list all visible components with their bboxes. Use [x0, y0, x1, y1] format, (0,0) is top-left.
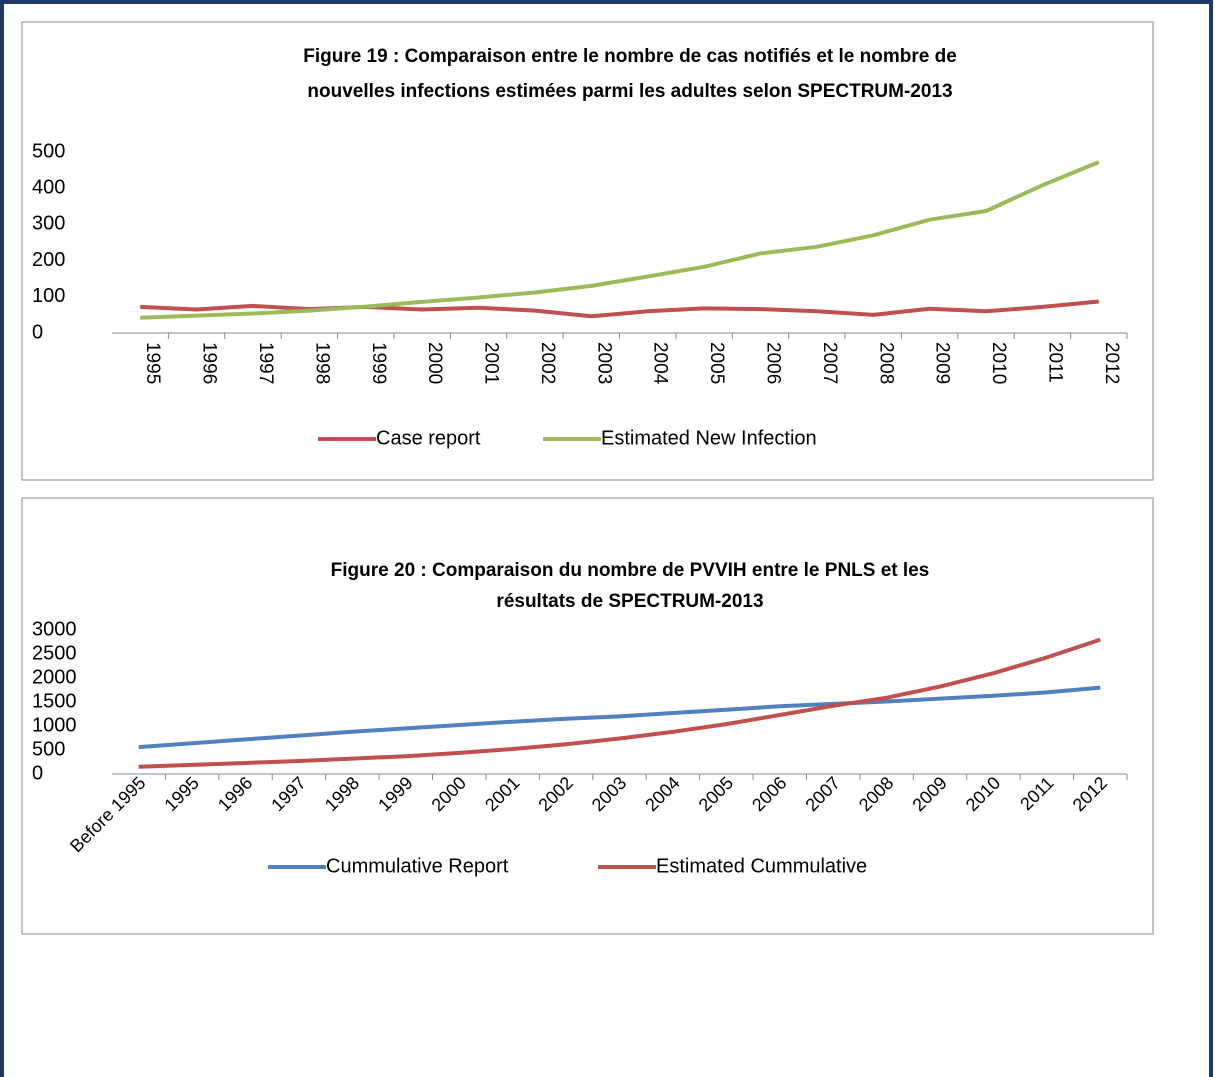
legend-label: Estimated Cummulative	[656, 855, 867, 877]
x-tick-label: 2000	[424, 342, 445, 384]
x-tick-label: 2012	[1101, 342, 1122, 384]
series-line	[138, 637, 1101, 769]
y-tick-label: 2000	[32, 666, 77, 688]
y-tick-label: 3000	[32, 618, 77, 640]
x-tick-label: 1996	[199, 342, 220, 384]
x-tick-label: 2004	[641, 773, 683, 815]
x-tick-label: 1997	[255, 342, 276, 384]
x-tick-label: 2006	[762, 342, 783, 384]
y-tick-label: 1000	[32, 714, 77, 736]
legend-label: Estimated New Infection	[601, 427, 817, 449]
x-tick-label: 1997	[267, 773, 309, 815]
x-tick-label: 2004	[650, 342, 671, 385]
y-tick-label: 100	[32, 285, 65, 307]
x-tick-label: 2005	[695, 773, 737, 815]
x-tick-label: 1996	[214, 773, 256, 815]
x-tick-label: 2002	[537, 342, 558, 384]
y-tick-label: 500	[32, 140, 65, 162]
x-tick-label: 2009	[908, 773, 950, 815]
chart-title: résultats de SPECTRUM-2013	[496, 591, 763, 612]
y-tick-label: 2500	[32, 642, 77, 664]
x-tick-label: 2012	[1069, 773, 1111, 815]
x-tick-label: 2011	[1016, 773, 1058, 815]
x-tick-label: Before 1995	[66, 773, 149, 856]
x-tick-label: 1998	[311, 342, 332, 384]
chart-frame	[21, 21, 1154, 481]
chart-title: Figure 20 : Comparaison du nombre de PVV…	[331, 560, 930, 581]
x-tick-label: 2007	[802, 773, 844, 815]
x-tick-label: 1995	[142, 342, 163, 384]
x-tick-label: 1999	[374, 773, 416, 815]
series-line	[138, 685, 1101, 750]
x-tick-label: 2001	[481, 773, 523, 815]
x-tick-label: 2007	[819, 342, 840, 384]
x-tick-label: 2006	[748, 773, 790, 815]
x-tick-label: 2010	[962, 773, 1004, 815]
x-tick-label: 1998	[321, 773, 363, 815]
chart-title: nouvelles infections estimées parmi les …	[307, 81, 952, 102]
x-tick-label: 1999	[368, 342, 389, 384]
x-tick-label: 2002	[534, 773, 576, 815]
legend-label: Cummulative Report	[326, 855, 509, 877]
y-tick-label: 500	[32, 738, 65, 760]
x-tick-label: 1995	[161, 773, 203, 815]
x-tick-label: 2008	[875, 342, 896, 384]
x-tick-label: 2000	[428, 773, 470, 815]
x-tick-label: 2001	[481, 342, 502, 384]
y-tick-label: 300	[32, 213, 65, 235]
y-tick-label: 200	[32, 249, 65, 271]
y-tick-label: 0	[32, 762, 43, 784]
chart-frame	[21, 497, 1154, 935]
x-tick-label: 2009	[932, 342, 953, 384]
series-line	[140, 160, 1100, 320]
chart-title: Figure 19 : Comparaison entre le nombre …	[303, 46, 957, 67]
y-tick-label: 1500	[32, 690, 77, 712]
x-tick-label: 2005	[706, 342, 727, 384]
y-tick-label: 0	[32, 321, 43, 343]
x-tick-label: 2011	[1044, 342, 1065, 383]
x-tick-label: 2003	[588, 773, 630, 815]
x-tick-label: 2008	[855, 773, 897, 815]
series-line	[140, 299, 1099, 319]
legend-label: Case report	[376, 427, 481, 449]
x-tick-label: 2010	[988, 342, 1009, 384]
x-tick-label: 2003	[593, 342, 614, 384]
y-tick-label: 400	[32, 176, 65, 198]
